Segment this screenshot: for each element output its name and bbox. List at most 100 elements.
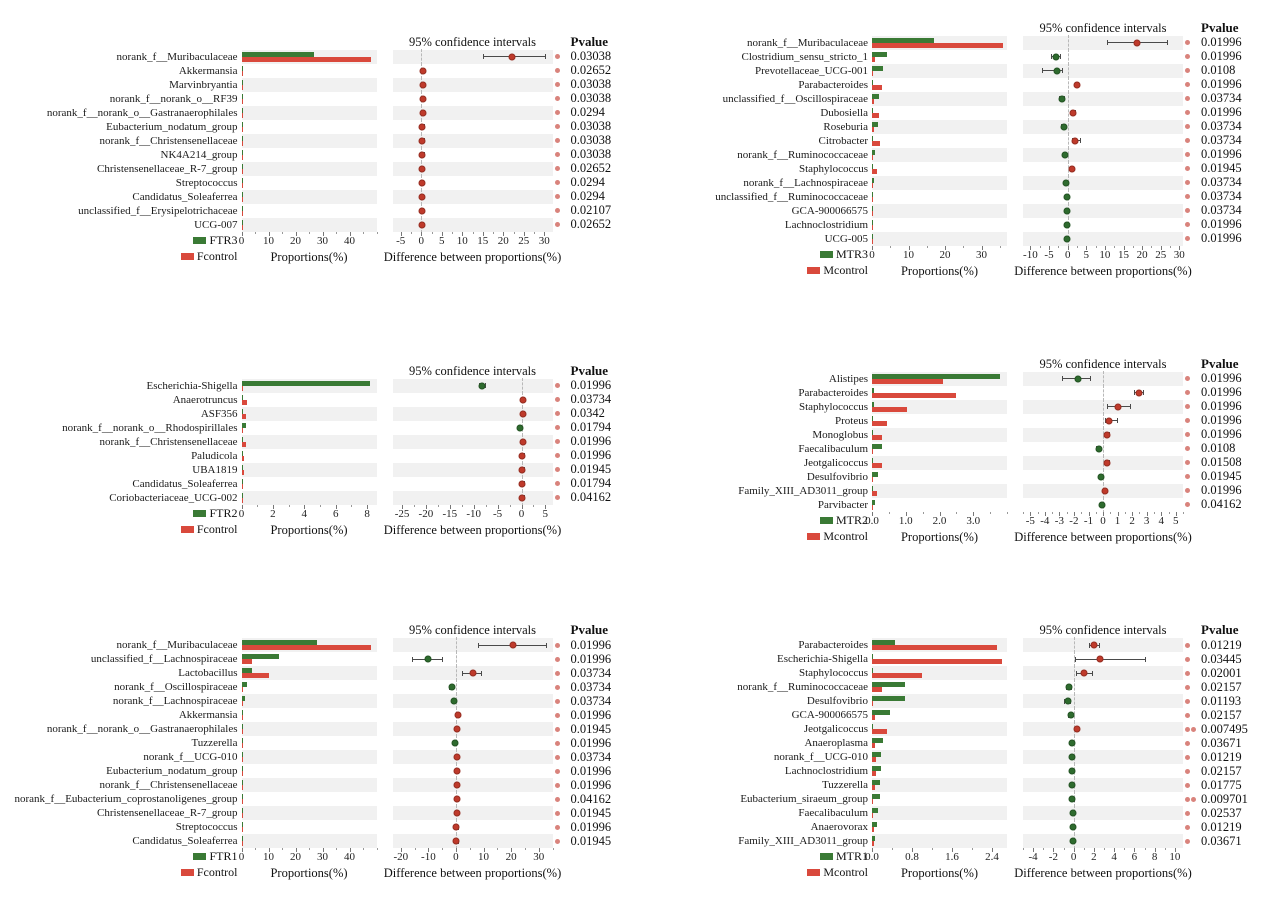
significance-marker xyxy=(553,722,571,736)
proportions-axis-label: Proportions(%) xyxy=(270,249,348,264)
table-row: norank_f__UCG-010 0.03734 xyxy=(2,749,629,766)
proportion-bar-control xyxy=(241,673,269,679)
sig-dot xyxy=(1185,838,1190,844)
axis-tick xyxy=(872,848,873,853)
pvalue: 0.01996 xyxy=(570,637,612,652)
ci-cell xyxy=(1023,62,1183,79)
axis-tick xyxy=(400,848,402,853)
axis-tick xyxy=(1160,245,1162,250)
axis-minor-tick xyxy=(376,231,378,234)
sig-dot xyxy=(554,124,560,130)
ci-cell xyxy=(1023,216,1183,233)
pvalue: 0.01945 xyxy=(570,462,612,477)
axis-tick xyxy=(872,511,873,516)
ci-cell xyxy=(1023,174,1183,191)
species-label: Clostridium_sensu_stricto_1 xyxy=(741,50,869,63)
ci-dot xyxy=(452,837,460,845)
spacer xyxy=(1007,456,1023,470)
header-spacer xyxy=(872,18,1007,36)
spacer xyxy=(377,106,393,120)
species-label: Desulfovibrio xyxy=(806,470,868,483)
proportion-bar-control xyxy=(872,140,880,146)
ci-dot xyxy=(1069,823,1077,831)
axis-tick-label: 2 xyxy=(1091,851,1097,864)
sig-dot xyxy=(1191,726,1196,732)
table-row: Family_XIII_AD3011_group 0.01996 xyxy=(633,482,1260,499)
sig-dot xyxy=(554,68,560,74)
axis-minor-tick xyxy=(1114,245,1116,248)
ci-cell xyxy=(1023,104,1183,121)
species-label: Lactobacillus xyxy=(178,667,238,680)
pvalue: 0.01996 xyxy=(570,735,612,750)
sig-dot xyxy=(554,670,560,676)
proportion-bar-treatment xyxy=(872,654,873,660)
ci-dot xyxy=(478,382,486,390)
legend-swatch xyxy=(807,532,821,540)
axis-minor-tick xyxy=(963,245,965,248)
legend-item: Mcontrol xyxy=(807,529,868,544)
pvalue: 0.007495 xyxy=(1201,721,1248,736)
spacer xyxy=(1007,778,1023,792)
axis-minor-tick xyxy=(888,511,890,514)
pvalue: 0.01996 xyxy=(1201,399,1242,414)
table-row: norank_f__norank_o__Gastranaerophilales 0… xyxy=(2,104,629,121)
spacer xyxy=(1007,106,1023,120)
species-label-cell: Streptococcus xyxy=(2,176,242,190)
proportion-bar-control xyxy=(872,645,997,651)
spacer xyxy=(1007,708,1023,722)
pvalue: 0.02157 xyxy=(1201,707,1242,722)
table-row: norank_f__Ruminococcaceae 0.01996 xyxy=(633,146,1260,163)
spacer xyxy=(377,421,393,435)
species-label-cell: Tuzzerella xyxy=(2,736,242,750)
spacer xyxy=(377,708,393,722)
spacer xyxy=(377,449,393,463)
axis-tick xyxy=(1033,848,1035,853)
ci-dot xyxy=(1065,683,1073,691)
proportion-bar-treatment xyxy=(872,808,878,814)
proportion-bar-treatment xyxy=(872,752,881,758)
axis-tick xyxy=(1175,511,1177,516)
ci-cell xyxy=(393,791,553,808)
proportion-bar-treatment xyxy=(872,163,873,169)
proportion-bar-treatment xyxy=(872,37,934,43)
species-label-cell: Anaerovorax xyxy=(633,820,873,834)
proportion-bar-control xyxy=(872,448,873,454)
proportion-bar-treatment xyxy=(872,121,878,127)
proportion-bar-treatment xyxy=(872,373,1001,379)
species-label: Tuzzerella xyxy=(191,737,238,750)
proportion-bar-treatment xyxy=(241,177,243,183)
significance-marker xyxy=(553,78,571,92)
spacer xyxy=(377,204,393,218)
proportion-bar-control xyxy=(241,399,247,405)
spacer xyxy=(1007,806,1023,820)
ci-dot xyxy=(469,669,476,677)
axis-minor-tick xyxy=(452,231,453,234)
ci-dot xyxy=(1068,739,1076,747)
species-label: norank_f__Eubacterium_coprostanoligenes_… xyxy=(14,793,238,806)
ci-cell xyxy=(393,90,553,107)
species-label: Anaerovorax xyxy=(810,821,868,834)
sig-dot xyxy=(1185,166,1190,172)
proportion-bars xyxy=(241,778,377,793)
axis-tick xyxy=(462,231,464,236)
species-label-cell: Parabacteroides xyxy=(633,78,873,92)
proportion-bar-treatment xyxy=(872,794,880,800)
species-label-cell: norank_f__Christensenellaceae xyxy=(2,134,242,148)
ci-dot xyxy=(1071,137,1079,145)
axis-tick-label: -25 xyxy=(394,507,410,520)
axis-tick xyxy=(295,231,297,236)
axis-tick xyxy=(268,231,270,236)
significance-marker xyxy=(1183,470,1201,484)
significance-marker xyxy=(553,204,571,218)
proportions-axis-label: Proportions(%) xyxy=(270,866,348,881)
ci-cell xyxy=(1023,370,1183,387)
ci-cell xyxy=(392,405,553,422)
zero-dashed-line xyxy=(1067,90,1069,107)
significance-marker xyxy=(553,834,571,848)
ci-errorbar xyxy=(1042,68,1064,74)
legend-swatch xyxy=(819,853,833,861)
proportion-bars xyxy=(872,764,1007,778)
table-row: Lachnoclostridium 0.01996 xyxy=(633,216,1260,233)
spacer xyxy=(1007,680,1023,694)
